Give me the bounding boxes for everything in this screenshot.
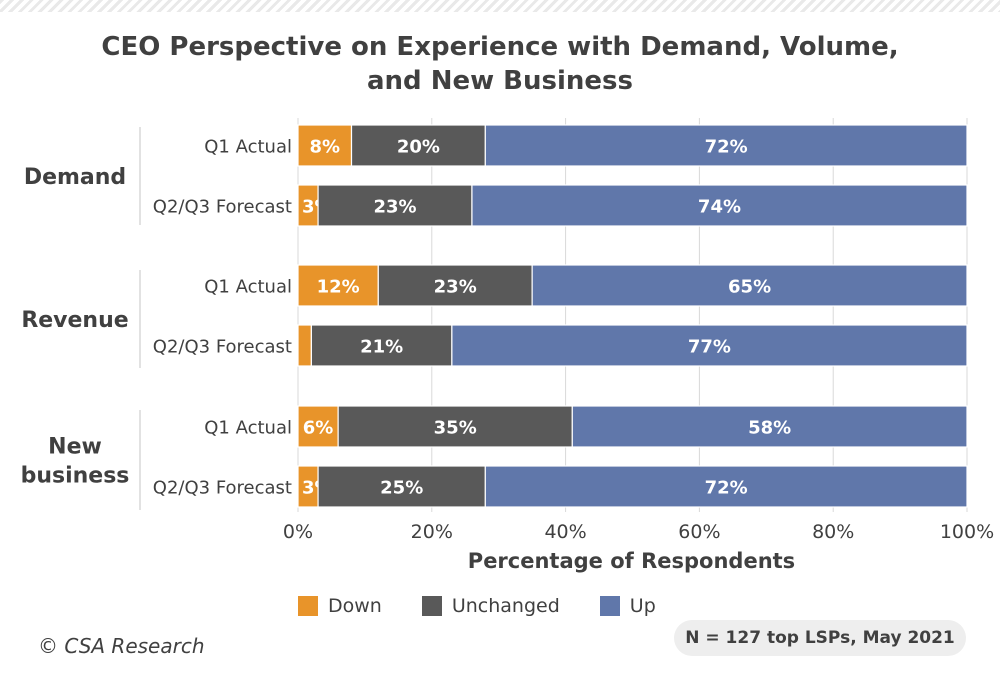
data-label-1-1: 23%	[373, 197, 416, 218]
row-label-5: Q2/Q3 Forecast	[153, 478, 292, 499]
data-label-4-0: 6%	[303, 418, 334, 439]
chart-title-line-1: CEO Perspective on Experience with Deman…	[101, 32, 899, 62]
copyright-text: © CSA Research	[38, 634, 205, 658]
group-label-1-0: Revenue	[21, 308, 128, 333]
legend: Down Unchanged Up	[298, 594, 696, 618]
x-tick-label-5: 100%	[940, 521, 994, 543]
bar-segment-3-0	[297, 324, 312, 367]
decorative-stripe	[0, 0, 1000, 12]
bar-segment-0-2	[484, 124, 968, 167]
x-tick-label-3: 60%	[678, 521, 720, 543]
data-label-0-1: 20%	[397, 137, 440, 158]
data-label-3-2: 77%	[688, 337, 731, 358]
row-label-2: Q1 Actual	[204, 277, 292, 298]
legend-item-up: Up	[599, 595, 656, 617]
chart-title-line-2: and New Business	[367, 66, 633, 96]
data-label-2-2: 65%	[728, 277, 771, 298]
legend-swatch-down	[298, 596, 318, 616]
x-tick-label-2: 40%	[544, 521, 586, 543]
data-label-4-2: 58%	[748, 418, 791, 439]
bar-segment-3-1	[310, 324, 453, 367]
legend-swatch-unchanged	[421, 596, 442, 616]
group-label-2-0: New	[48, 435, 102, 460]
data-label-5-2: 72%	[705, 478, 748, 499]
chart-title: CEO Perspective on Experience with Deman…	[0, 30, 1000, 98]
data-label-5-1: 25%	[380, 478, 423, 499]
data-label-3-1: 21%	[360, 337, 403, 358]
data-label-2-1: 23%	[434, 277, 477, 298]
bar-segment-4-2	[571, 405, 968, 448]
data-label-1-2: 74%	[698, 197, 741, 218]
x-tick-label-0: 0%	[283, 521, 313, 543]
legend-label-unchanged: Unchanged	[451, 595, 560, 617]
bar-segment-3-2	[451, 324, 968, 367]
bar-segment-4-1	[337, 405, 573, 448]
row-label-3: Q2/Q3 Forecast	[153, 337, 292, 358]
legend-label-up: Up	[629, 595, 656, 617]
row-label-0: Q1 Actual	[204, 137, 292, 158]
legend-swatch-up	[599, 596, 620, 616]
bar-segment-2-1	[377, 264, 533, 307]
group-label-0-0: Demand	[24, 165, 126, 190]
data-label-0-2: 72%	[705, 137, 748, 158]
bar-segment-2-2	[531, 264, 968, 307]
bar-segment-1-2	[471, 184, 968, 227]
sample-size-note: N = 127 top LSPs, May 2021	[674, 620, 966, 656]
legend-label-down: Down	[328, 595, 382, 617]
data-label-0-0: 8%	[309, 137, 340, 158]
bar-segment-5-2	[484, 465, 968, 508]
legend-item-unchanged: Unchanged	[421, 595, 560, 617]
data-label-4-1: 35%	[434, 418, 477, 439]
bar-segment-4-0	[297, 405, 339, 448]
data-label-2-0: 12%	[317, 277, 360, 298]
legend-item-down: Down	[298, 595, 382, 617]
x-tick-label-4: 80%	[812, 521, 854, 543]
group-label-2-1: business	[21, 464, 130, 489]
row-label-4: Q1 Actual	[204, 418, 292, 439]
x-axis-label: Percentage of Respondents	[468, 549, 795, 573]
x-tick-label-1: 20%	[411, 521, 453, 543]
bar-segment-2-0	[297, 264, 379, 307]
row-label-1: Q2/Q3 Forecast	[153, 197, 292, 218]
